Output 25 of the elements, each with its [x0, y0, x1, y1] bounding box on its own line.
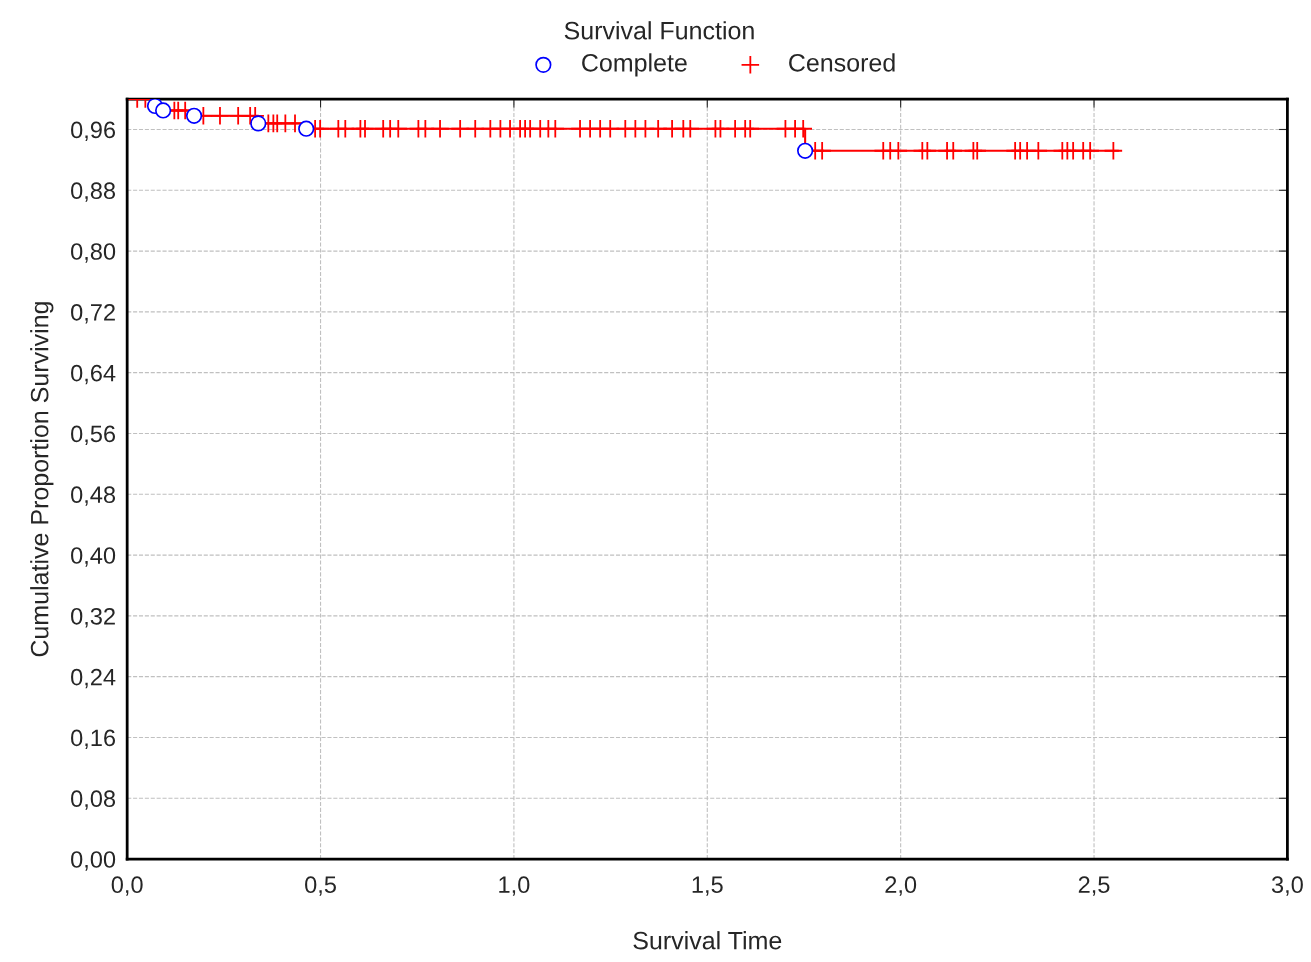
legend-label: Censored: [789, 53, 895, 72]
x-tick-label: 3,0: [1271, 876, 1303, 896]
y-tick-label: 0,56: [71, 425, 116, 446]
y-tick-label: 0,88: [71, 182, 116, 202]
y-tick-label: 0,48: [71, 486, 116, 506]
y-tick-label: 0,80: [71, 243, 116, 263]
y-tick-label: 0,64: [71, 364, 116, 385]
y-tick-label: 0,72: [71, 303, 115, 324]
x-tick-label: 1,0: [499, 876, 530, 896]
x-tick-label: 2,5: [1078, 876, 1110, 896]
y-tick-label: 0,24: [71, 668, 116, 689]
x-tick-label: 1,5: [692, 876, 723, 896]
legend-label: Complete: [582, 53, 687, 77]
x-tick-label: 0,0: [111, 876, 143, 896]
y-tick-label: 0,08: [71, 790, 116, 810]
x-tick-label: 0,5: [305, 876, 336, 896]
chart-title: Survival Function: [564, 21, 754, 40]
y-tick-label: 0,32: [71, 607, 115, 628]
x-tick-label: 2,0: [885, 876, 917, 896]
y-tick-label: 0,40: [71, 547, 116, 567]
y-tick-label: 0,96: [71, 121, 116, 142]
x-axis-title: Survival Time: [633, 931, 782, 950]
y-axis-title: Cumulative Proportion Surviving: [30, 302, 54, 657]
y-tick-label: 0,16: [71, 729, 116, 750]
y-tick-label: 0,00: [71, 851, 116, 871]
